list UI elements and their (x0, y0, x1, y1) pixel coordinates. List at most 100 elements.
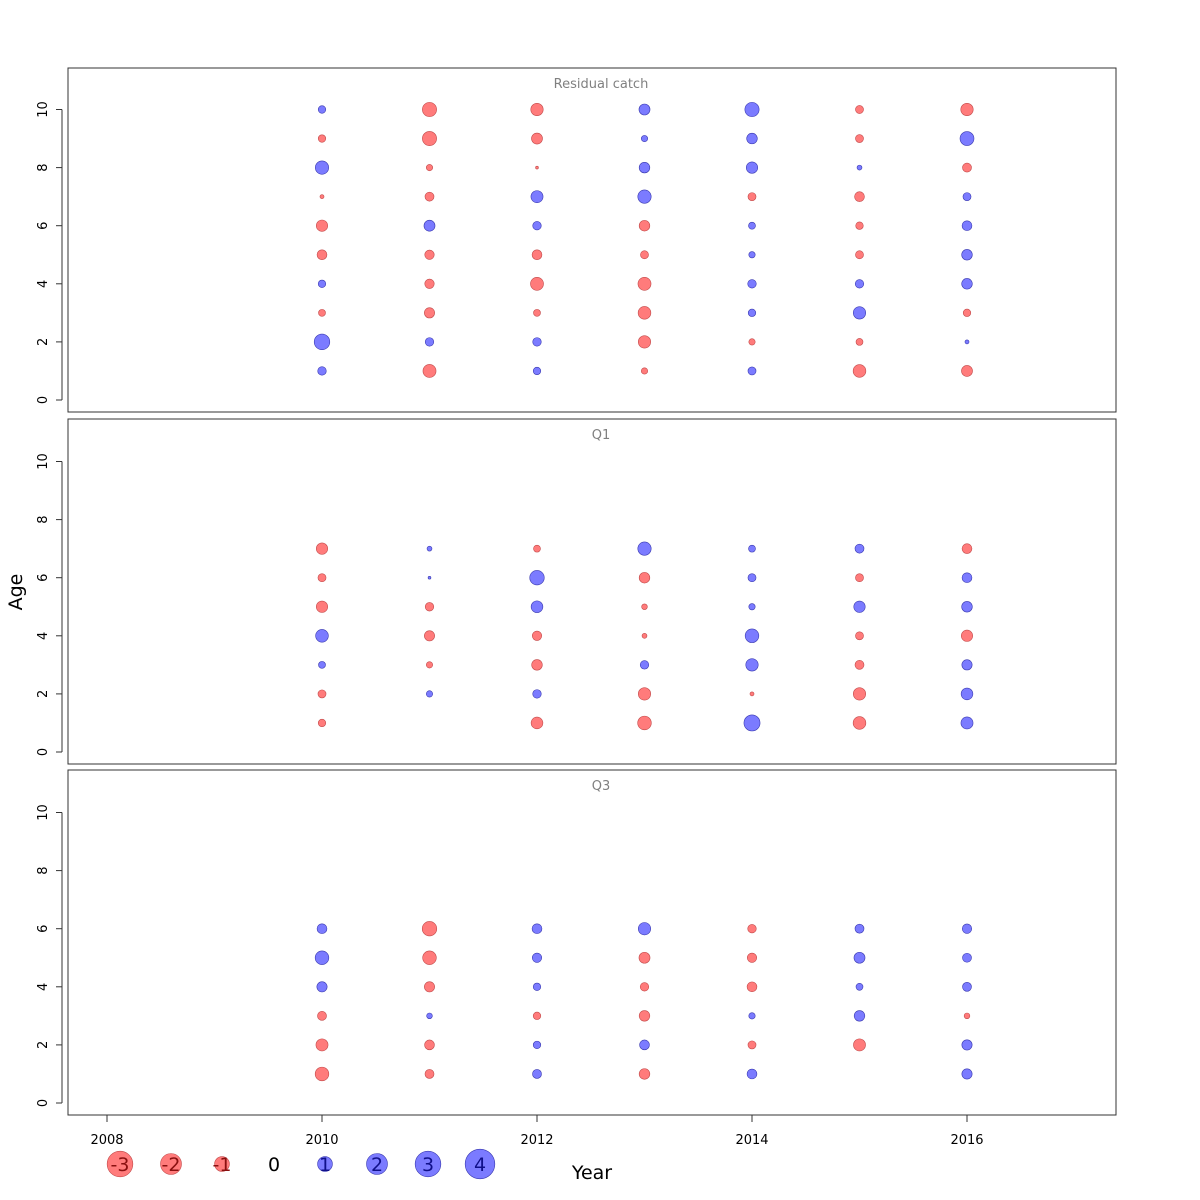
bubble-point (317, 366, 327, 376)
x-tick-label: 2016 (950, 1133, 983, 1148)
bubble-point (530, 276, 544, 291)
y-tick-label: 10 (36, 453, 51, 470)
y-tick-label: 8 (36, 515, 51, 523)
bubble-point (748, 603, 756, 611)
bubble-point (422, 364, 437, 378)
bubble-point (853, 600, 866, 613)
bubble-point (637, 922, 652, 936)
bubble-point (960, 716, 974, 730)
bubble-point (855, 134, 864, 143)
legend-label: -1 (213, 1154, 232, 1176)
bubble-point (853, 1038, 866, 1052)
bubble-point (637, 335, 652, 349)
legend-item: 3 (414, 1150, 442, 1178)
bubble-point (316, 981, 328, 993)
bubble-point (959, 131, 975, 146)
legend-label: 0 (268, 1154, 280, 1176)
bubble-point (423, 219, 436, 232)
bubble-point (961, 543, 973, 554)
bubble-point (421, 921, 438, 937)
bubble-point (854, 660, 865, 670)
bubble-point (531, 923, 543, 934)
bubble-point (531, 952, 543, 963)
bubble-point (317, 689, 327, 699)
bubble-point (313, 333, 331, 350)
bubble-point (964, 339, 970, 345)
bubble-point (856, 164, 863, 171)
bubble-point (532, 1069, 542, 1079)
bubble-point (747, 1040, 757, 1050)
bubble-point (315, 160, 329, 175)
x-axis-title: Year (571, 1162, 612, 1184)
panel-2: Q1 0 2 4 6 8 10 (36, 418, 1117, 765)
bubble-point (747, 279, 757, 289)
bubble-point (961, 365, 973, 377)
bubble-point (748, 251, 756, 259)
legend-bubble (464, 1148, 496, 1180)
bubble-point (426, 1012, 433, 1019)
bubble-point (530, 716, 544, 730)
bubble-point (640, 250, 649, 260)
bubble-point (855, 573, 864, 583)
bubble-point (641, 633, 648, 639)
y-tick-label: 8 (36, 163, 51, 171)
bubble-point (638, 1010, 651, 1022)
bubble-point (639, 660, 650, 670)
bubble-point (748, 221, 756, 230)
legend-label: 1 (319, 1154, 331, 1176)
bubble-point (744, 102, 760, 117)
bubble-point (426, 164, 433, 172)
panel-1: Residual catch 0 2 4 6 8 10 (36, 67, 1117, 413)
bubble-point (853, 1010, 866, 1022)
bubble-point (639, 982, 650, 992)
bubble-point (529, 570, 545, 586)
bubble-point (747, 366, 757, 376)
bubble-point (962, 192, 972, 201)
bubble-point (961, 1068, 973, 1080)
bubble-point (746, 132, 758, 145)
legend-item: 1 (317, 1154, 333, 1176)
y-tick-label: 6 (36, 222, 51, 230)
bubble-point (747, 924, 757, 934)
bubble-point (532, 1040, 542, 1049)
bubble-point (317, 279, 327, 288)
y-tick-label: 10 (36, 101, 51, 118)
bubble-point (747, 192, 757, 201)
bubble-point (535, 165, 539, 170)
x-tick-label: 2010 (305, 1133, 338, 1148)
bubble-point (855, 338, 864, 346)
legend-item: 4 (464, 1148, 496, 1180)
legend-label: 3 (422, 1154, 434, 1176)
bubble-point (317, 1011, 327, 1021)
y-axis-title: Age (5, 574, 27, 611)
bubble-point (638, 161, 651, 174)
legend-item: -2 (160, 1153, 182, 1176)
bubble-point (747, 308, 757, 317)
bubble-point (961, 601, 973, 613)
y-tick-label: 2 (36, 690, 51, 698)
bubble-point (531, 659, 543, 671)
legend-label: 2 (371, 1154, 383, 1176)
bubble-point (427, 575, 432, 580)
bubble-point (962, 308, 972, 317)
bubble-point (961, 923, 973, 934)
panel-title: Q3 (592, 779, 611, 794)
legend-bubble (106, 1150, 134, 1178)
bubble-point (532, 366, 542, 376)
y-tick-label: 0 (36, 396, 51, 404)
y-tick-label: 8 (36, 866, 51, 874)
x-tick-label: 2012 (520, 1133, 553, 1148)
y-tick-label: 2 (36, 338, 51, 346)
bubble-point (637, 541, 652, 556)
bubble-point (424, 1069, 435, 1079)
bubble-point (855, 105, 864, 114)
bubble-point (319, 194, 325, 199)
panel-title: Q1 (592, 428, 611, 443)
y-tick-label: 0 (36, 1099, 51, 1107)
legend-item: -3 (106, 1150, 134, 1178)
bubble-point (638, 572, 651, 584)
bubble-point (422, 102, 437, 117)
bubble-point (316, 219, 328, 232)
bubble-point (532, 221, 542, 231)
bubble-point (317, 105, 327, 114)
